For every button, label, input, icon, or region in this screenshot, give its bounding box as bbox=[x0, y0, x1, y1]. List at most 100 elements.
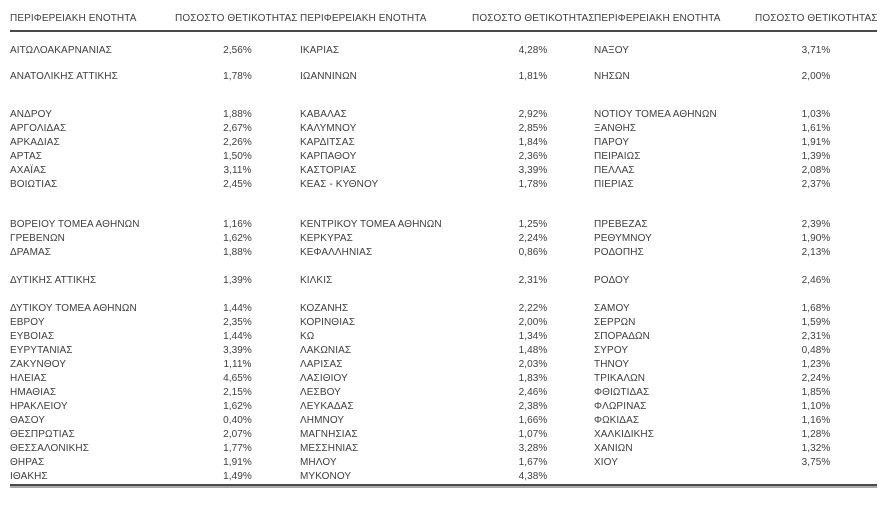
positivity-cell: 2,00% bbox=[801, 71, 831, 82]
region-cell: ΞΑΝΘΗΣ bbox=[594, 123, 637, 134]
positivity-cell: 3,71% bbox=[801, 45, 831, 56]
table-row: ΙΘΑΚΗΣ 1,49% ΜΥΚΟΝΟΥ 4,38% bbox=[10, 470, 877, 485]
region-cell: ΒΟΡΕΙΟΥ ΤΟΜΕΑ ΑΘΗΝΩΝ bbox=[10, 219, 140, 230]
region-cell: ΕΥΡΥΤΑΝΙΑΣ bbox=[10, 345, 73, 356]
positivity-cell: 1,44% bbox=[223, 331, 252, 342]
positivity-cell: 1,59% bbox=[801, 317, 831, 328]
region-cell: ΛΑΚΩΝΙΑΣ bbox=[300, 345, 352, 356]
positivity-cell: 2,31% bbox=[801, 331, 831, 342]
region-cell: ΑΡΚΑΔΙΑΣ bbox=[10, 137, 60, 148]
positivity-cell: 1,77% bbox=[223, 443, 252, 454]
col-header-positivity-2: ΠΟΣΟΣΤΟ ΘΕΤΙΚΟΤΗΤΑΣ bbox=[472, 13, 594, 32]
table-header: ΠΕΡΙΦΕΡΕΙΑΚΗ ΕΝΟΤΗΤΑ ΠΟΣΟΣΤΟ ΘΕΤΙΚΟΤΗΤΑΣ… bbox=[10, 13, 877, 32]
region-cell bbox=[594, 470, 755, 485]
region-cell: ΠΕΛΛΑΣ bbox=[594, 165, 635, 176]
positivity-cell: 1,91% bbox=[223, 457, 252, 468]
positivity-cell: 1,88% bbox=[223, 247, 252, 258]
region-cell: ΤΗΝΟΥ bbox=[594, 359, 630, 370]
positivity-cell: 1,34% bbox=[518, 331, 548, 342]
positivity-cell: 2,38% bbox=[518, 401, 548, 412]
region-cell: ΧΑΛΚΙΔΙΚΗΣ bbox=[594, 429, 654, 440]
region-cell: ΘΕΣΠΡΩΤΙΑΣ bbox=[10, 429, 75, 440]
positivity-cell: 0,40% bbox=[223, 415, 252, 426]
positivity-cell: 2,46% bbox=[518, 387, 548, 398]
positivity-cell: 1,66% bbox=[518, 415, 548, 426]
table-row: ΘΑΣΟΥ 0,40% ΛΗΜΝΟΥ 1,66% ΦΩΚΙΔΑΣ 1,16% bbox=[10, 414, 877, 428]
positivity-cell: 1,16% bbox=[801, 415, 831, 426]
positivity-cell: 1,07% bbox=[518, 429, 548, 440]
positivity-cell: 1,03% bbox=[801, 109, 831, 120]
table-row: ΗΛΕΙΑΣ 4,65% ΛΑΣΙΘΙΟΥ 1,83% ΤΡΙΚΑΛΩΝ 2,24% bbox=[10, 372, 877, 386]
positivity-cell: 2,46% bbox=[801, 275, 831, 286]
table-row: ΕΒΡΟΥ 2,35% ΚΟΡΙΝΘΙΑΣ 2,00% ΣΕΡΡΩΝ 1,59% bbox=[10, 316, 877, 330]
region-cell: ΑΝΑΤΟΛΙΚΗΣ ΑΤΤΙΚΗΣ bbox=[10, 71, 118, 82]
col-header-region-1: ΠΕΡΙΦΕΡΕΙΑΚΗ ΕΝΟΤΗΤΑ bbox=[10, 13, 175, 32]
table-row: ΕΥΒΟΙΑΣ 1,44% ΚΩ 1,34% ΣΠΟΡΑΔΩΝ 2,31% bbox=[10, 330, 877, 344]
positivity-cell: 1,48% bbox=[518, 345, 548, 356]
table-row: ΕΥΡΥΤΑΝΙΑΣ 3,39% ΛΑΚΩΝΙΑΣ 1,48% ΣΥΡΟΥ 0,48% bbox=[10, 344, 877, 358]
region-cell: ΠΙΕΡΙΑΣ bbox=[594, 179, 634, 190]
positivity-cell: 2,36% bbox=[518, 151, 548, 162]
region-cell: ΣΠΟΡΑΔΩΝ bbox=[594, 331, 650, 342]
region-cell: ΚΑΡΔΙΤΣΑΣ bbox=[300, 137, 355, 148]
region-cell: ΘΕΣΣΑΛΟΝΙΚΗΣ bbox=[10, 443, 90, 454]
positivity-cell: 1,78% bbox=[518, 179, 548, 190]
table-row: ΑΙΤΩΛΟΑΚΑΡΝΑΝΙΑΣ 2,56% ΙΚΑΡΙΑΣ 4,28% ΝΑΞΟΥ 3,… bbox=[10, 44, 877, 58]
positivity-cell bbox=[755, 470, 877, 485]
positivity-cell: 2,00% bbox=[518, 317, 548, 328]
positivity-cell: 0,86% bbox=[518, 247, 548, 258]
positivity-cell: 2,85% bbox=[518, 123, 548, 134]
region-cell: ΑΝΔΡΟΥ bbox=[10, 109, 52, 120]
positivity-cell: 1,39% bbox=[223, 275, 252, 286]
region-cell: ΦΩΚΙΔΑΣ bbox=[594, 415, 640, 426]
positivity-cell: 1,44% bbox=[223, 303, 252, 314]
spacer-cell bbox=[10, 260, 877, 274]
region-cell: ΧΙΟΥ bbox=[594, 457, 618, 468]
region-cell: ΤΡΙΚΑΛΩΝ bbox=[594, 373, 646, 384]
positivity-cell: 2,03% bbox=[518, 359, 548, 370]
header-row: ΠΕΡΙΦΕΡΕΙΑΚΗ ΕΝΟΤΗΤΑ ΠΟΣΟΣΤΟ ΘΕΤΙΚΟΤΗΤΑΣ… bbox=[10, 13, 877, 32]
positivity-cell: 2,13% bbox=[801, 247, 831, 258]
table-row: ΗΜΑΘΙΑΣ 2,15% ΛΕΣΒΟΥ 2,46% ΦΘΙΩΤΙΔΑΣ 1,85% bbox=[10, 386, 877, 400]
region-cell: ΑΧΑΪΑΣ bbox=[10, 165, 47, 176]
table-row: ΔΡΑΜΑΣ 1,88% ΚΕΦΑΛΛΗΝΙΑΣ 0,86% ΡΟΔΟΠΗΣ 2,13% bbox=[10, 246, 877, 260]
positivity-cell: 1,68% bbox=[801, 303, 831, 314]
region-cell: ΜΥΚΟΝΟΥ bbox=[300, 471, 352, 482]
region-cell: ΣΕΡΡΩΝ bbox=[594, 317, 636, 328]
region-cell: ΔΡΑΜΑΣ bbox=[10, 247, 52, 258]
region-cell: ΚΕΝΤΡΙΚΟΥ ΤΟΜΕΑ ΑΘΗΝΩΝ bbox=[300, 219, 442, 230]
positivity-cell: 1,83% bbox=[518, 373, 548, 384]
table-body: ΑΙΤΩΛΟΑΚΑΡΝΑΝΙΑΣ 2,56% ΙΚΑΡΙΑΣ 4,28% ΝΑΞΟΥ 3,… bbox=[10, 31, 877, 485]
positivity-cell: 1,10% bbox=[801, 401, 831, 412]
region-cell: ΡΟΔΟΥ bbox=[594, 275, 630, 286]
col-header-region-2: ΠΕΡΙΦΕΡΕΙΑΚΗ ΕΝΟΤΗΤΑ bbox=[300, 13, 472, 32]
table-row: ΖΑΚΥΝΘΟΥ 1,11% ΛΑΡΙΣΑΣ 2,03% ΤΗΝΟΥ 1,23% bbox=[10, 358, 877, 372]
positivity-cell: 2,39% bbox=[801, 219, 831, 230]
positivity-cell: 1,16% bbox=[223, 219, 252, 230]
region-cell: ΝΑΞΟΥ bbox=[594, 45, 630, 56]
region-cell: ΒΟΙΩΤΙΑΣ bbox=[10, 179, 58, 190]
region-cell: ΛΑΣΙΘΙΟΥ bbox=[300, 373, 348, 384]
region-cell: ΝΟΤΙΟΥ ΤΟΜΕΑ ΑΘΗΝΩΝ bbox=[594, 109, 717, 120]
region-cell: ΦΛΩΡΙΝΑΣ bbox=[594, 401, 647, 412]
positivity-cell: 3,39% bbox=[223, 345, 252, 356]
spacer-row bbox=[10, 31, 877, 44]
region-cell: ΛΑΡΙΣΑΣ bbox=[300, 359, 343, 370]
region-cell: ΛΕΥΚΑΔΑΣ bbox=[300, 401, 354, 412]
spacer-row bbox=[10, 58, 877, 70]
spacer-cell bbox=[10, 192, 877, 218]
region-cell: ΓΡΕΒΕΝΩΝ bbox=[10, 233, 65, 244]
positivity-cell: 2,35% bbox=[223, 317, 252, 328]
positivity-cell: 1,25% bbox=[518, 219, 548, 230]
table-row: ΒΟΙΩΤΙΑΣ 2,45% ΚΕΑΣ - ΚΥΘΝΟΥ 1,78% ΠΙΕΡΙΑΣ 2,… bbox=[10, 178, 877, 192]
col-header-region-3: ΠΕΡΙΦΕΡΕΙΑΚΗ ΕΝΟΤΗΤΑ bbox=[594, 13, 755, 32]
spacer-cell bbox=[10, 288, 877, 302]
region-cell: ΚΟΖΑΝΗΣ bbox=[300, 303, 349, 314]
positivity-cell: 2,07% bbox=[223, 429, 252, 440]
spacer-row bbox=[10, 288, 877, 302]
table-row: ΑΝΔΡΟΥ 1,88% ΚΑΒΑΛΑΣ 2,92% ΝΟΤΙΟΥ ΤΟΜΕΑ ΑΘΗΝ… bbox=[10, 108, 877, 122]
positivity-cell: 2,22% bbox=[518, 303, 548, 314]
region-cell: ΣΥΡΟΥ bbox=[594, 345, 629, 356]
region-cell: ΚΕΡΚΥΡΑΣ bbox=[300, 233, 353, 244]
positivity-cell: 3,28% bbox=[518, 443, 548, 454]
